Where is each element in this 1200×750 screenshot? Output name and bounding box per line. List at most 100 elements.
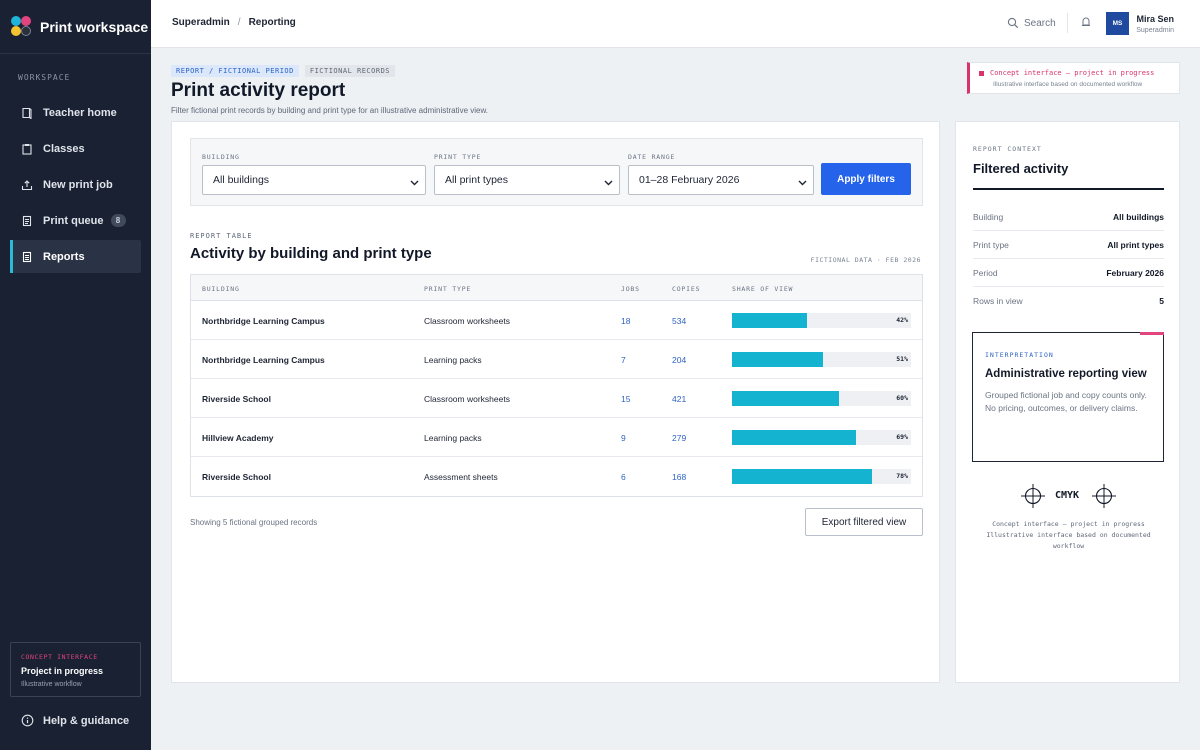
- share-percent: 78%: [896, 472, 908, 480]
- report-table-title: Activity by building and print type: [190, 245, 432, 262]
- upload-icon: [21, 179, 33, 191]
- report-icon: [21, 251, 33, 263]
- chevron-down-icon: [798, 177, 807, 189]
- cell-jobs: 9: [621, 433, 626, 443]
- cmyk-logo-icon: [11, 15, 33, 38]
- cell-jobs: 15: [621, 394, 631, 404]
- book-icon: [21, 107, 33, 119]
- concept-footnote: Concept interface – project in progress …: [956, 519, 1181, 552]
- brand[interactable]: Print workspace: [0, 0, 151, 54]
- cell-copies: 168: [672, 472, 687, 482]
- square-marker-icon: [979, 70, 984, 76]
- document-icon: [21, 215, 33, 227]
- share-bar-track: 51%: [732, 352, 911, 367]
- breadcrumb-item[interactable]: Reporting: [248, 17, 296, 28]
- share-bar-fill: [732, 391, 839, 406]
- cmyk-registration-mark: CMYK: [1021, 484, 1116, 508]
- share-bar-fill: [732, 469, 872, 484]
- info-icon: [21, 714, 34, 727]
- cell-print-type: Classroom worksheets: [424, 394, 510, 404]
- concept-notice: Concept interface – project in progress …: [967, 62, 1180, 94]
- interpretation-tag: INTERPRETATION: [985, 351, 1054, 359]
- fictional-records-chip: FICTIONAL RECORDS: [304, 65, 396, 77]
- cell-copies: 279: [672, 433, 687, 443]
- interpretation-card: INTERPRETATION Administrative reporting …: [972, 332, 1164, 462]
- activity-table: BUILDING PRINT TYPE JOBS COPIES SHARE OF…: [190, 274, 923, 497]
- sidebar-item-print-queue[interactable]: Print queue 8: [10, 204, 141, 237]
- column-header-jobs: JOBS: [621, 285, 640, 293]
- apply-filters-button[interactable]: Apply filters: [821, 163, 911, 195]
- share-percent: 60%: [896, 394, 908, 402]
- registration-crosshair-icon: [1021, 484, 1045, 513]
- breadcrumb: Superadmin / Reporting: [172, 17, 296, 28]
- user-name: Mira Sen: [1136, 14, 1174, 24]
- sidebar-item-reports[interactable]: Reports: [10, 240, 141, 273]
- breadcrumb-item[interactable]: Superadmin: [172, 17, 230, 28]
- cell-jobs: 18: [621, 316, 631, 326]
- context-value: All buildings: [1113, 212, 1164, 222]
- building-filter-label: BUILDING: [202, 153, 240, 161]
- sidebar-item-label: Print queue: [43, 214, 104, 227]
- context-title: Filtered activity: [973, 161, 1069, 176]
- print-type-filter-label: PRINT TYPE: [434, 153, 482, 161]
- sidebar-item-teacher-home[interactable]: Teacher home: [10, 96, 141, 129]
- share-bar-track: 42%: [732, 313, 911, 328]
- table-row[interactable]: Hillview Academy Learning packs 9 279 69%: [191, 418, 922, 457]
- cell-print-type: Learning packs: [424, 433, 482, 443]
- context-value: February 2026: [1106, 268, 1164, 278]
- table-row[interactable]: Northbridge Learning Campus Learning pack…: [191, 340, 922, 379]
- share-bar-track: 69%: [732, 430, 911, 445]
- sidebar-item-label: New print job: [43, 178, 113, 191]
- context-key: Building: [973, 212, 1004, 222]
- share-bar-fill: [732, 352, 823, 367]
- context-key: Period: [973, 268, 998, 278]
- avatar[interactable]: MS: [1106, 12, 1129, 35]
- sidebar-item-label: Teacher home: [43, 106, 117, 119]
- print-type-select[interactable]: All print types: [434, 165, 620, 195]
- concept-tag: CONCEPT INTERFACE: [21, 653, 98, 661]
- table-row[interactable]: Northbridge Learning Campus Classroom wor…: [191, 301, 922, 340]
- context-value: All print types: [1107, 240, 1164, 250]
- sidebar-item-classes[interactable]: Classes: [10, 132, 141, 165]
- column-header-print-type: PRINT TYPE: [424, 285, 472, 293]
- topbar: Superadmin / Reporting Search MS Mira Se…: [151, 0, 1200, 48]
- sidebar-item-label: Reports: [43, 250, 85, 263]
- cell-copies: 534: [672, 316, 687, 326]
- search-icon: [1007, 17, 1019, 29]
- divider: [1067, 13, 1068, 33]
- share-percent: 51%: [896, 355, 908, 363]
- concept-interface-card: CONCEPT INTERFACE Project in progress Il…: [10, 642, 141, 697]
- breadcrumb-separator: /: [237, 17, 241, 28]
- report-card: BUILDING All buildings PRINT TYPE All pr…: [171, 121, 940, 683]
- building-select[interactable]: All buildings: [202, 165, 426, 195]
- cell-print-type: Assessment sheets: [424, 472, 498, 482]
- nav-section-label: WORKSPACE: [18, 73, 71, 82]
- export-filtered-view-button[interactable]: Export filtered view: [805, 508, 923, 536]
- cell-print-type: Learning packs: [424, 355, 482, 365]
- concept-subtitle: Illustrative workflow: [21, 681, 82, 688]
- table-row[interactable]: Riverside School Assessment sheets 6 168 78%: [191, 457, 922, 496]
- context-row-rows-in-view: Rows in view 5: [973, 287, 1164, 315]
- sidebar-item-new-print-job[interactable]: New print job: [10, 168, 141, 201]
- search-button[interactable]: Search: [1007, 17, 1056, 29]
- context-value: 5: [1159, 296, 1164, 306]
- help-label: Help & guidance: [43, 714, 130, 727]
- notice-text: Concept interface – project in progress: [990, 69, 1155, 77]
- share-bar-fill: [732, 430, 856, 445]
- cell-building: Hillview Academy: [202, 433, 274, 443]
- search-label: Search: [1024, 17, 1056, 29]
- date-range-select[interactable]: 01–28 February 2026: [628, 165, 814, 195]
- record-count-text: Showing 5 fictional grouped records: [190, 518, 318, 527]
- share-bar-track: 60%: [732, 391, 911, 406]
- report-table-label: REPORT TABLE: [190, 232, 253, 240]
- bell-icon[interactable]: [1081, 16, 1091, 34]
- table-row[interactable]: Riverside School Classroom worksheets 15 42…: [191, 379, 922, 418]
- context-label: REPORT CONTEXT: [973, 145, 1042, 153]
- report-period-chip: REPORT / FICTIONAL PERIOD: [171, 65, 299, 77]
- header-chips: REPORT / FICTIONAL PERIOD FICTIONAL RECO…: [171, 65, 396, 77]
- column-header-share: SHARE OF VIEW: [732, 285, 794, 293]
- print-type-select-value: All print types: [445, 174, 509, 186]
- notice-line-1: Concept interface – project in progress: [979, 69, 1179, 77]
- help-link[interactable]: Help & guidance: [21, 714, 129, 727]
- footnote-line: Concept interface – project in progress: [992, 520, 1145, 528]
